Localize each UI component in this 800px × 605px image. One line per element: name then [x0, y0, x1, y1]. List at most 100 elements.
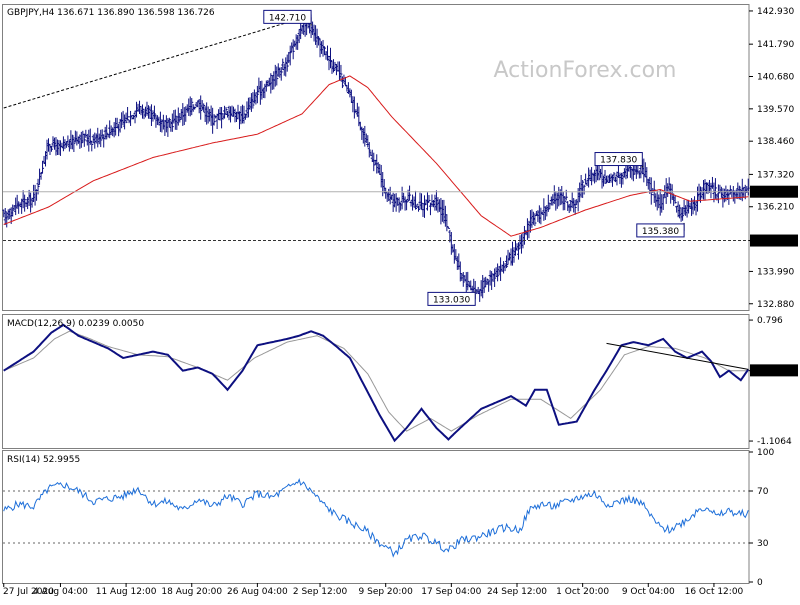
x-tick-label: 26 Aug 04:00	[227, 587, 288, 597]
ohlc-bar	[505, 255, 509, 269]
price-support-value-tag-label: 135.050	[755, 237, 792, 247]
ohlc-bar	[408, 185, 412, 201]
x-tick-label: 2 Sep 12:00	[293, 587, 348, 597]
rsi-header-text: RSI(14) 52.9955	[7, 455, 80, 465]
x-tick-label: 4 Aug 04:00	[33, 587, 88, 597]
ohlc-bar	[331, 59, 335, 73]
ohlc-bar	[224, 107, 228, 115]
ohlc-bar	[367, 142, 371, 158]
ohlc-bar	[405, 199, 409, 211]
ohlc-bar	[190, 98, 194, 116]
x-tick-label: 9 Oct 04:00	[622, 587, 675, 597]
macd-current-value-tag-bg	[750, 364, 798, 377]
price-y-tick-label: 141.790	[757, 40, 794, 50]
ohlc-bar	[485, 278, 489, 285]
rsi-line	[3, 477, 749, 558]
ohlc-bar	[251, 92, 255, 109]
ohlc-bar	[461, 271, 465, 287]
ohlc-bar	[173, 109, 177, 130]
ohlc-bar	[681, 207, 685, 221]
rsi-panel: RSI(14) 52.9955	[3, 455, 749, 558]
ohlc-bar	[582, 184, 586, 195]
ohlc-bar	[291, 39, 295, 60]
x-tick-label: 18 Aug 20:00	[161, 587, 222, 597]
watermark-text: ActionForex.com	[494, 58, 677, 83]
macd-trendline	[606, 342, 749, 370]
ohlc-bar	[39, 172, 43, 180]
macd-panel-border	[2, 314, 750, 449]
annotation-label: 133.030	[433, 295, 470, 305]
price-annotation: 137.830	[594, 152, 643, 168]
ohlc-bar	[323, 46, 327, 56]
macd-current-value-tag-label: 0.0050	[755, 367, 787, 377]
ohlc-bar	[581, 179, 585, 198]
rsi-y-tick-label: 0	[757, 578, 763, 588]
price-current-value-tag-bg	[750, 185, 798, 198]
axes-layer: 142.930 141.790 140.680 139.570 138.460 137.3…	[3, 7, 798, 597]
moving-average-line	[3, 75, 749, 237]
ohlc-bar	[597, 164, 601, 181]
annotation-label: 142.710	[269, 13, 306, 23]
ohlc-bar	[255, 85, 259, 104]
ohlc-bar	[493, 268, 497, 287]
price-y-tick-label: 142.930	[757, 7, 794, 17]
price-y-tick-label: 133.990	[757, 267, 794, 277]
ohlc-bar	[129, 110, 133, 126]
ohlc-bar	[99, 129, 103, 148]
price-panel: 142.710 137.830 135.380 133.030 GBPJPY,H4 13…	[2, 8, 750, 306]
ohlc-bar	[105, 124, 109, 140]
ohlc-bar	[281, 58, 285, 71]
price-panel-border	[2, 4, 750, 311]
ohlc-bar	[612, 172, 616, 181]
ohlc-bar	[673, 195, 677, 204]
ohlc-bar	[170, 113, 174, 132]
price-annotation: 142.710	[263, 9, 312, 26]
x-tick-label: 24 Sep 12:00	[487, 587, 547, 597]
price-y-tick-label: 140.680	[757, 73, 794, 83]
macd-signal-line	[3, 330, 749, 432]
ohlc-bar	[90, 141, 94, 152]
price-support-value-tag-bg	[750, 234, 798, 247]
rsi-y-tick-label: 100	[757, 448, 774, 458]
ohlc-bar	[41, 160, 45, 174]
annotation-box	[594, 152, 643, 167]
ohlc-bar	[152, 105, 156, 120]
ohlc-bar	[70, 134, 74, 150]
x-tick-label: 11 Aug 12:00	[96, 587, 157, 597]
price-annotation: 133.030	[427, 291, 476, 306]
macd-line	[3, 323, 750, 443]
price-current-value-tag-label: 136.726	[755, 188, 792, 198]
ohlc-bars	[2, 13, 750, 302]
ohlc-bar	[124, 112, 128, 124]
ohlc-bar	[340, 76, 344, 89]
ohlc-bar	[114, 117, 118, 136]
panel-frames	[2, 4, 750, 584]
rising-trendline	[3, 15, 309, 109]
ohlc-bar	[496, 263, 500, 282]
ohlc-bar	[339, 64, 343, 82]
annotation-label: 135.380	[642, 227, 679, 237]
annotation-box	[427, 291, 476, 306]
ohlc-bar	[3, 208, 7, 225]
price-y-tick-label: 138.460	[757, 137, 794, 147]
ohlc-bar	[72, 137, 76, 152]
ohlc-bar	[288, 45, 292, 66]
ohlc-bar	[285, 54, 289, 72]
ohlc-bar	[275, 66, 279, 86]
ohlc-bar	[573, 199, 577, 215]
ohlc-bar	[420, 193, 424, 210]
price-header-text: GBPJPY,H4 136.671 136.890 136.598 136.72…	[7, 8, 215, 18]
ohlc-bar	[661, 194, 665, 210]
ohlc-bar	[446, 226, 450, 229]
ohlc-bar	[427, 195, 431, 203]
x-tick-label: 16 Oct 12:00	[685, 587, 744, 597]
x-tick-label: 17 Sep 04:00	[421, 587, 481, 597]
ohlc-bar	[49, 145, 53, 152]
price-y-tick-label: 136.210	[757, 203, 794, 213]
x-tick-label: 27 Jul 2020	[3, 587, 54, 597]
ohlc-bar	[82, 133, 86, 147]
rsi-y-tick-label: 30	[757, 539, 769, 549]
macd-header-text: MACD(12,26,9) 0.0239 0.0050	[7, 319, 144, 329]
ohlc-bar	[126, 107, 130, 121]
